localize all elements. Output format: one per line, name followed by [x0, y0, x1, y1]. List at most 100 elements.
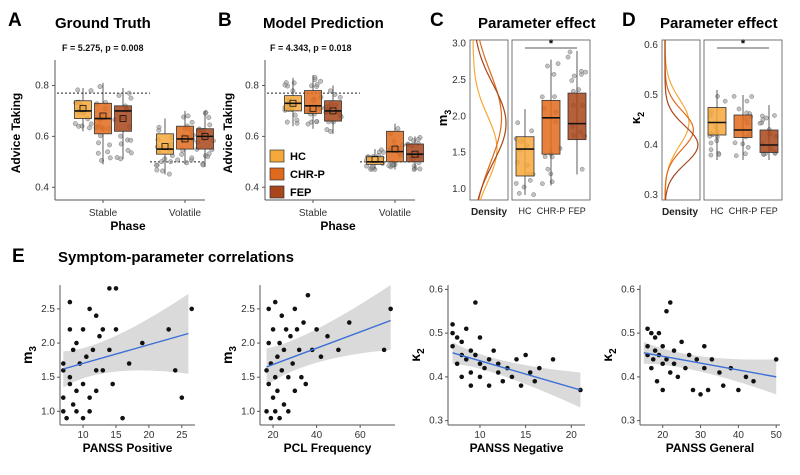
scatter-point-e0-23 [93, 368, 99, 373]
ylabel-e1-main: m [219, 352, 235, 364]
scatter-point-e1-39 [381, 347, 387, 353]
scatter-point-e3-2 [645, 343, 650, 349]
confidence-band-3 [643, 341, 777, 395]
ytick-e2-2: 0.5 [429, 328, 443, 339]
box-d-fep [759, 129, 779, 153]
scatter-point-e0-28 [100, 368, 106, 373]
jitter-point-b-2-6 [327, 88, 333, 94]
box-a-volatile-chr-p [176, 125, 194, 150]
scatter-point-e0-39 [179, 395, 185, 400]
ytick-c-0: 1.0 [452, 184, 466, 195]
jitter-point-a-2-16 [114, 155, 120, 160]
scatter-point-e2-14 [473, 300, 478, 305]
scatter-point-e0-9 [70, 402, 76, 407]
mean-marker-a-2 [119, 115, 127, 122]
ylabel-e1-sub: 3 [228, 346, 239, 352]
ytick-c-4: 3.0 [452, 39, 466, 50]
jitter-point-c-1-15 [542, 154, 548, 159]
ytick-e3-3: 0.6 [621, 284, 635, 295]
panel-letter-a: A [8, 10, 22, 31]
scatter-point-e2-19 [486, 357, 492, 362]
jitter-point-a-5-15 [206, 151, 212, 157]
fit-line-e2 [452, 352, 581, 391]
scatter-point-e3-28 [702, 343, 707, 349]
phase-label-a-1: Volatile [169, 208, 202, 219]
ytick-e2-3: 0.6 [429, 284, 443, 295]
density-label-d: Density [662, 207, 699, 218]
scatter-point-e0-24 [93, 313, 99, 319]
scatter-point-e1-31 [303, 381, 309, 387]
jitter-point-c-1-9 [551, 72, 557, 77]
scatter-point-e1-40 [388, 306, 393, 312]
scatter-point-e2-13 [473, 352, 478, 358]
scatter-point-e3-14 [664, 357, 669, 362]
xtick-e1-0: 20 [268, 430, 280, 441]
jitter-point-a-4-3 [175, 157, 181, 163]
jitter-point-d-0-15 [715, 94, 720, 99]
jitter-point-c-2-12 [579, 68, 584, 74]
mean-marker-b-2 [329, 107, 337, 115]
group-label-d-1: CHR-P [729, 206, 758, 216]
scatter-point-e0-38 [172, 368, 178, 373]
ytick-e0-3: 2.5 [41, 304, 55, 315]
jitter-point-a-3-3 [154, 167, 160, 173]
scatter-point-e2-1 [450, 330, 455, 336]
jitter-point-c-1-1 [540, 181, 545, 186]
fit-line-e3 [643, 352, 777, 378]
box-b-stable-chr-p [304, 90, 322, 114]
jitter-point-b-3-17 [369, 164, 375, 170]
box-frame-c [511, 39, 591, 201]
scatter-point-e3-32 [720, 383, 726, 388]
box-b-volatile-fep [406, 143, 424, 163]
jitter-point-d-2-8 [757, 120, 763, 126]
density-curve-c-hc [472, 39, 498, 201]
scatter-point-e0-19 [87, 395, 92, 400]
xtick-e0-1: 15 [110, 430, 122, 441]
ytick-e0-0: 1.0 [41, 406, 55, 417]
scatter-point-e3-15 [664, 308, 669, 314]
scatter-point-e1-5 [268, 415, 274, 421]
scatter-point-e0-16 [80, 381, 86, 387]
ytick-b-2: 0.8 [245, 80, 259, 91]
jitter-point-c-1-10 [539, 94, 545, 100]
box-b-volatile-chr-p [386, 130, 404, 163]
jitter-point-d-1-11 [743, 151, 748, 157]
significance-star-d: * [741, 38, 746, 50]
jitter-point-b-0-17 [292, 112, 298, 118]
fit-line-e1 [266, 319, 391, 368]
mean-marker-b-3 [371, 155, 379, 163]
jitter-point-a-3-11 [154, 162, 159, 168]
scatter-point-e3-4 [649, 330, 654, 336]
ytick-d-1: 0.4 [644, 140, 658, 151]
jitter-point-c-0-11 [515, 120, 520, 126]
scatter-point-e1-15 [277, 340, 282, 346]
scatter-point-e3-36 [751, 378, 756, 384]
jitter-point-d-0-8 [708, 152, 714, 158]
scatter-point-e0-1 [60, 395, 66, 400]
mean-marker-a-1 [99, 112, 107, 120]
scatter-point-e3-31 [717, 370, 722, 375]
ytick-e3-2: 0.5 [621, 328, 635, 339]
jitter-point-a-4-5 [184, 160, 190, 166]
scatter-point-e1-10 [272, 409, 278, 414]
xlabel-e2: PANSS Negative [470, 441, 564, 455]
scatter-point-e2-2 [450, 343, 455, 349]
scatter-point-e0-25 [93, 388, 99, 394]
confidence-band-0 [63, 293, 189, 388]
jitter-point-d-0-12 [722, 98, 728, 104]
panel-letter-b: B [218, 10, 232, 31]
scatter-point-e2-18 [482, 365, 487, 371]
jitter-point-a-2-1 [128, 95, 134, 101]
jitter-point-b-4-10 [395, 126, 401, 132]
phase-label-b-1: Volatile [379, 208, 412, 219]
jitter-point-a-2-14 [125, 147, 131, 153]
panel-letter-c: C [430, 10, 444, 31]
scatter-point-e0-26 [97, 333, 102, 339]
group-label-c-1: CHR-P [537, 206, 566, 216]
confidence-band-2 [452, 341, 581, 408]
scatter-point-e0-15 [80, 327, 86, 332]
jitter-point-a-2-2 [126, 90, 132, 96]
jitter-point-b-2-8 [328, 128, 333, 134]
jitter-point-a-5-5 [206, 115, 212, 120]
scatter-point-e0-3 [64, 415, 69, 421]
